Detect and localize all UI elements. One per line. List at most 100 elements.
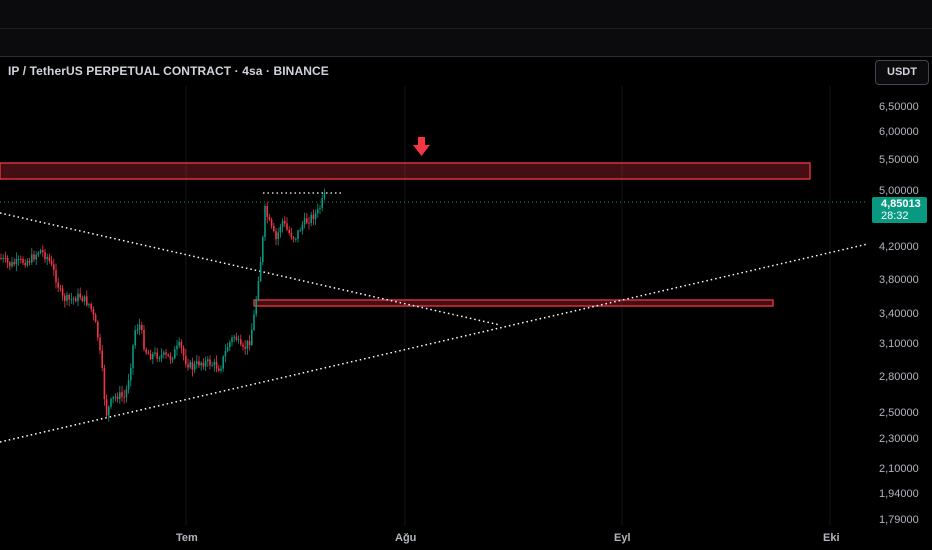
- toolbar-divider: [0, 28, 932, 29]
- candle-body: [165, 352, 167, 355]
- price-chart[interactable]: [0, 86, 867, 526]
- candle-body: [308, 222, 310, 224]
- candles[interactable]: [0, 188, 326, 422]
- price-tick: 5,00000: [879, 185, 919, 197]
- candle-body: [53, 264, 55, 271]
- candle-body: [288, 229, 290, 233]
- candle-body: [218, 368, 220, 371]
- candle-body: [310, 214, 312, 224]
- candle-body: [171, 358, 174, 360]
- candle-body: [231, 337, 233, 343]
- time-tick: Tem: [176, 532, 198, 544]
- candle-body: [24, 262, 26, 266]
- candle-body: [13, 262, 15, 265]
- candle-body: [196, 361, 198, 365]
- price-tick: 2,10000: [879, 463, 919, 475]
- candle-body: [220, 368, 222, 371]
- candle-body: [185, 355, 187, 365]
- candle-body: [277, 232, 279, 240]
- price-tick: 1,94000: [879, 488, 919, 500]
- candle-body: [0, 258, 2, 259]
- candle-body: [163, 352, 165, 355]
- candle-body: [44, 252, 46, 260]
- candle-body: [226, 347, 229, 352]
- candle-body: [207, 359, 209, 362]
- candle-body: [108, 406, 110, 416]
- candle-body: [240, 339, 242, 345]
- candle-body: [141, 324, 143, 330]
- candle-body: [158, 357, 161, 359]
- descending-trendline[interactable]: [0, 212, 501, 326]
- support-zone[interactable]: [253, 299, 774, 307]
- candle-body: [213, 361, 216, 366]
- candle-body: [15, 259, 18, 265]
- resistance-zone[interactable]: [0, 162, 811, 180]
- symbol-title[interactable]: IP / TetherUS PERPETUAL CONTRACT · 4sa ·…: [8, 64, 329, 78]
- candle-body: [48, 257, 51, 261]
- candle-body: [59, 287, 62, 289]
- candle-body: [70, 299, 73, 301]
- price-tick: 4,20000: [879, 241, 919, 253]
- candle-body: [279, 226, 282, 233]
- candle-body: [301, 224, 304, 231]
- candle-body: [292, 237, 295, 239]
- candle-body: [101, 350, 103, 368]
- price-axis[interactable]: 6,50000 6,00000 5,50000 5,00000 4,20000 …: [867, 86, 932, 526]
- candle-body: [55, 270, 57, 283]
- candle-body: [64, 295, 66, 301]
- candle-body: [323, 192, 326, 199]
- candle-body: [176, 345, 178, 350]
- candle-body: [2, 257, 4, 259]
- candle-body: [314, 213, 317, 220]
- candle-body: [22, 259, 24, 263]
- candle-body: [154, 352, 156, 355]
- candle-body: [189, 362, 191, 368]
- candle-body: [233, 336, 235, 338]
- price-tick: 3,10000: [879, 338, 919, 350]
- candle-body: [4, 257, 7, 259]
- price-tick: 6,50000: [879, 101, 919, 113]
- candle-body: [28, 260, 31, 263]
- candle-body: [6, 257, 9, 263]
- candle-body: [110, 398, 112, 407]
- candle-body: [103, 367, 106, 400]
- candle-body: [317, 209, 319, 214]
- candle-body: [191, 362, 194, 370]
- candle-body: [72, 298, 75, 300]
- candle-body: [169, 355, 172, 360]
- candle-body: [121, 392, 123, 397]
- top-toolbar: [0, 0, 932, 57]
- candle-body: [132, 345, 134, 369]
- candle-body: [130, 368, 132, 381]
- candle-body: [251, 329, 253, 346]
- candle-body: [246, 340, 249, 349]
- candle-body: [268, 216, 271, 220]
- candle-body: [266, 206, 268, 217]
- candle-body: [42, 250, 44, 253]
- candle-body: [167, 354, 169, 356]
- ascending-trendline[interactable]: [0, 243, 867, 443]
- candle-body: [138, 324, 141, 330]
- candle-body: [224, 351, 227, 357]
- price-tick: 5,50000: [879, 154, 919, 166]
- candle-body: [193, 364, 196, 370]
- candle-body: [200, 362, 202, 366]
- candle-body: [97, 321, 99, 338]
- candle-body: [136, 329, 139, 331]
- candle-body: [242, 344, 244, 347]
- candle-body: [237, 339, 240, 341]
- candle-body: [114, 396, 117, 398]
- price-tick: 2,50000: [879, 407, 919, 419]
- candle-body: [273, 225, 275, 232]
- candle-body: [147, 352, 150, 354]
- price-tick: 2,80000: [879, 371, 919, 383]
- currency-button[interactable]: USDT: [875, 60, 929, 85]
- candle-body: [68, 294, 70, 300]
- candle-body: [156, 352, 158, 359]
- candle-body: [248, 340, 251, 346]
- candle-body: [17, 259, 20, 261]
- candle-body: [202, 362, 205, 367]
- candle-body: [77, 293, 79, 302]
- price-tick: 3,80000: [879, 274, 919, 286]
- candle-body: [94, 314, 97, 322]
